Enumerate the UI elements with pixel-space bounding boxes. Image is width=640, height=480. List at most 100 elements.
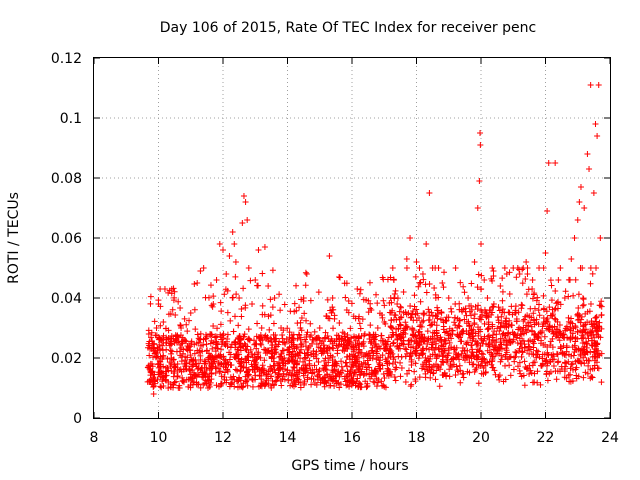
dense-point: [594, 353, 601, 360]
dense-point: [452, 314, 459, 321]
dense-point: [531, 379, 538, 386]
dense-point: [550, 363, 557, 370]
dense-point: [244, 343, 251, 350]
dense-point: [495, 317, 502, 324]
dense-point: [553, 333, 560, 340]
dense-point: [240, 334, 247, 341]
dense-point: [525, 323, 532, 330]
dense-point: [390, 276, 397, 283]
dense-point: [501, 309, 508, 316]
dense-point: [387, 342, 394, 349]
dense-point: [373, 291, 380, 298]
dense-point: [360, 372, 367, 379]
dense-point: [581, 326, 588, 333]
dense-point: [163, 377, 170, 384]
dense-point: [262, 350, 269, 357]
dense-point: [531, 290, 538, 297]
dense-point: [239, 384, 246, 391]
dense-point: [503, 315, 510, 322]
dense-point: [277, 307, 284, 314]
dense-point: [301, 355, 308, 362]
dense-point: [494, 350, 501, 357]
dense-point: [214, 325, 221, 332]
dense-point: [552, 316, 559, 323]
dense-point: [322, 366, 329, 373]
dense-point: [499, 275, 506, 282]
dense-point: [499, 306, 506, 313]
dense-point: [405, 341, 412, 348]
dense-point: [333, 380, 340, 387]
dense-point: [175, 298, 182, 305]
dense-point: [185, 383, 192, 390]
dense-point: [206, 383, 213, 390]
dense-point: [403, 346, 410, 353]
dense-point: [484, 359, 491, 366]
dense-point: [377, 366, 384, 373]
dense-point: [525, 286, 532, 293]
dense-point: [353, 362, 360, 369]
data-point: [478, 241, 484, 247]
dense-point: [279, 332, 286, 339]
dense-point: [321, 362, 328, 369]
dense-point: [224, 331, 231, 338]
dense-point: [414, 310, 421, 317]
dense-point: [499, 331, 506, 338]
dense-point: [457, 279, 464, 286]
dense-point: [598, 298, 605, 305]
dense-point: [207, 366, 214, 373]
dense-point: [536, 312, 543, 319]
dense-point: [216, 383, 223, 390]
dense-point: [301, 310, 308, 317]
dense-point: [356, 371, 363, 378]
dense-point: [573, 364, 580, 371]
dense-point: [249, 354, 256, 361]
data-point: [590, 190, 597, 196]
dense-point: [410, 308, 417, 315]
dense-point: [380, 371, 387, 378]
dense-point: [415, 355, 422, 362]
dense-point: [301, 350, 308, 357]
dense-point: [423, 289, 430, 296]
dense-point: [174, 373, 181, 380]
dense-point: [417, 298, 424, 305]
dense-point: [367, 340, 374, 347]
dense-point: [200, 374, 207, 381]
dense-point: [261, 311, 268, 318]
dense-point: [478, 316, 485, 323]
dense-point: [413, 337, 420, 344]
dense-point: [339, 335, 346, 342]
dense-point: [579, 340, 586, 347]
dense-point: [558, 363, 565, 370]
dense-point: [465, 318, 472, 325]
dense-point: [402, 378, 409, 385]
dense-point: [326, 373, 333, 380]
dense-point: [433, 313, 440, 320]
dense-point: [532, 331, 539, 338]
data-point: [197, 268, 204, 274]
dense-point: [280, 370, 287, 377]
dense-point: [411, 368, 418, 375]
dense-point: [297, 319, 304, 326]
dense-point: [357, 384, 364, 391]
dense-point: [367, 375, 374, 382]
dense-point: [424, 337, 431, 344]
dense-point: [162, 376, 169, 383]
grid-lines: [94, 58, 610, 418]
dense-point: [544, 377, 551, 384]
dense-point: [478, 272, 485, 279]
dense-point: [145, 363, 152, 370]
dense-point: [563, 360, 570, 367]
dense-point: [329, 357, 336, 364]
dense-point: [588, 320, 595, 327]
dense-point: [308, 340, 315, 347]
dense-point: [343, 363, 350, 370]
dense-point: [491, 343, 498, 350]
dense-point: [192, 326, 199, 333]
dense-point: [168, 348, 175, 355]
data-point: [597, 235, 604, 241]
dense-point: [541, 351, 548, 358]
dense-point: [336, 384, 343, 391]
dense-point: [594, 340, 601, 347]
dense-point: [396, 332, 403, 339]
dense-point: [463, 354, 470, 361]
